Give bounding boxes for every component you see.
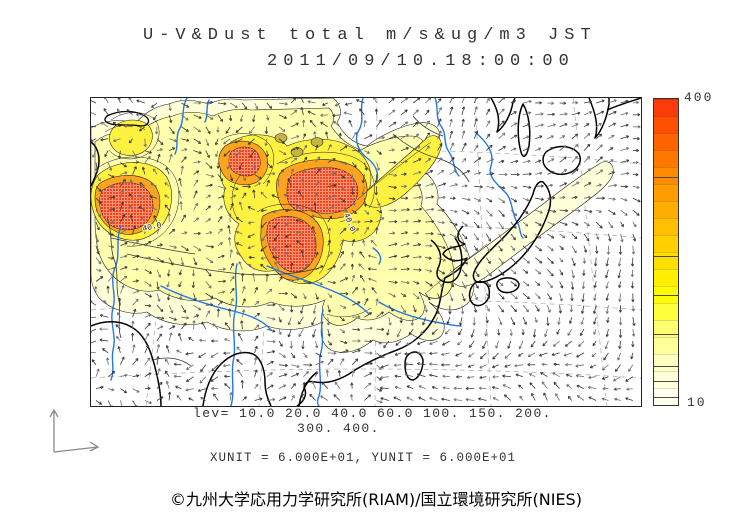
colorbar-band	[654, 252, 678, 269]
copyright-text: ©九州大学応用力学研究所(RIAM)/国立環境研究所(NIES)	[170, 490, 582, 509]
dust-concentration-map: 40.0 40.0	[91, 98, 641, 406]
colorbar-max-label: 400	[684, 90, 714, 105]
colorbar-band	[654, 99, 678, 116]
colorbar-band	[654, 354, 678, 371]
vector-units-text: XUNIT = 6.000E+01, YUNIT = 6.000E+01	[210, 451, 517, 465]
colorbar-band	[654, 286, 678, 303]
colorbar-tick	[654, 295, 678, 297]
colorbar-band	[654, 218, 678, 235]
y-axis-arrowhead	[49, 408, 59, 418]
colorbar-band	[654, 269, 678, 286]
colorbar-tick	[654, 177, 678, 179]
colorbar-min-label: 10	[687, 395, 707, 410]
colorbar	[653, 98, 679, 406]
colorbar-tick	[654, 365, 678, 367]
contour-levels-text-line2: 300. 400.	[297, 421, 380, 436]
colorbar-tick	[654, 397, 678, 399]
map-panel: 40.0 40.0	[90, 97, 642, 407]
colorbar-band	[654, 320, 678, 337]
colorbar-band	[654, 184, 678, 201]
chart-title: U-V&Dust total m/s&ug/m3 JST	[143, 26, 597, 45]
colorbar-band	[654, 303, 678, 320]
contour-detail-spots	[274, 133, 324, 157]
x-axis-arrowhead	[89, 441, 100, 452]
axis-orientation-indicator	[49, 408, 100, 453]
colorbar-tick	[654, 255, 678, 257]
colorbar-band	[654, 235, 678, 252]
colorbar-band	[654, 201, 678, 218]
country-borders	[106, 115, 470, 367]
colorbar-band	[654, 337, 678, 354]
lake-outline	[104, 110, 150, 127]
contour-levels-text-line1: lev= 10.0 20.0 40.0 60.0 100. 150. 200.	[193, 406, 552, 421]
x-axis-arrow	[53, 446, 99, 453]
colorbar-band	[654, 116, 678, 133]
colorbar-band	[654, 388, 678, 405]
colorbar-band	[654, 167, 678, 184]
wind-vectors-light	[91, 98, 641, 406]
colorbar-band	[654, 150, 678, 167]
coastlines	[91, 98, 641, 406]
wind-vectors-dark	[91, 98, 641, 406]
contour-lines	[94, 112, 488, 318]
colorbar-band	[654, 371, 678, 388]
rivers	[110, 98, 524, 406]
colorbar-tick	[654, 334, 678, 336]
colorbar-band	[654, 133, 678, 150]
dust-contour-fills	[91, 98, 614, 353]
chart-datetime: 2011/09/10.18:00:00	[267, 52, 575, 71]
colorbar-tick	[654, 381, 678, 383]
